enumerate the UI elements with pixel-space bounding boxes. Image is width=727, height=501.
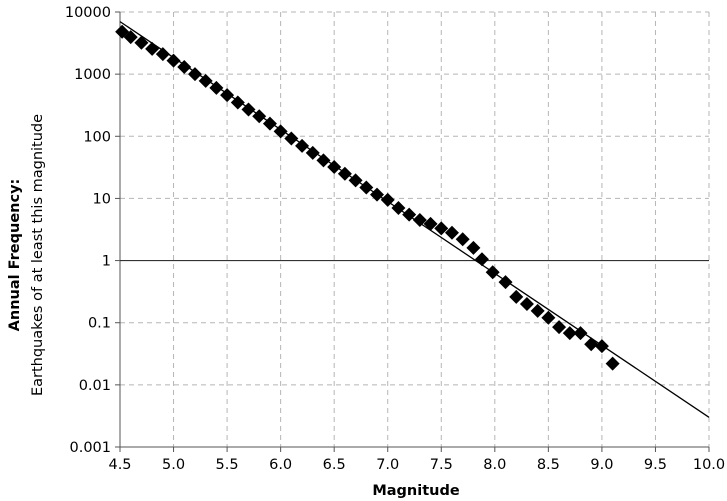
x-tick-label: 5.0	[162, 457, 185, 473]
data-point	[305, 145, 320, 160]
data-point	[485, 265, 500, 280]
data-point	[241, 102, 256, 117]
data-point	[474, 252, 489, 267]
data-point	[466, 240, 481, 255]
data-point	[187, 67, 202, 82]
data-point	[594, 339, 609, 354]
data-point	[123, 30, 138, 45]
y-tick-label: 0.01	[79, 378, 111, 394]
data-point	[198, 73, 213, 88]
x-tick-label: 6.0	[269, 457, 292, 473]
data-point	[337, 166, 352, 181]
y-tick-labels: 10000 1000 100 10 1 0.1 0.01 0.001	[65, 5, 111, 456]
data-point	[284, 131, 299, 146]
data-point	[177, 60, 192, 75]
x-axis-title: Magnitude	[372, 483, 460, 499]
data-point	[423, 216, 438, 231]
data-point	[498, 275, 513, 290]
data-point	[605, 356, 620, 371]
data-point	[573, 326, 588, 341]
data-point	[220, 88, 235, 103]
data-point	[434, 221, 449, 236]
y-tick-label: 1	[102, 254, 111, 270]
data-point	[166, 53, 181, 68]
data-point	[530, 303, 545, 318]
data-point	[402, 207, 417, 222]
x-tick-label: 7.0	[376, 457, 399, 473]
x-tick-label: 9.5	[644, 457, 667, 473]
y-tick-label: 10	[93, 191, 111, 207]
data-point	[348, 173, 363, 188]
data-point	[380, 192, 395, 207]
data-point	[444, 225, 459, 240]
data-point	[145, 41, 160, 56]
y-axis-title: Annual Frequency:	[7, 179, 23, 332]
data-point	[209, 80, 224, 95]
x-tick-label: 7.5	[430, 457, 453, 473]
data-point	[230, 95, 245, 110]
data-point	[134, 35, 149, 50]
data-point	[509, 289, 524, 304]
data-point	[562, 326, 577, 341]
data-point	[552, 320, 567, 335]
data-point	[370, 187, 385, 202]
data-points	[115, 24, 620, 371]
data-point	[295, 138, 310, 153]
data-point	[541, 310, 556, 325]
data-point	[327, 160, 342, 175]
data-point	[262, 116, 277, 131]
y-axis-subtitle: Earthquakes of at least this magnitude	[30, 114, 46, 396]
axes	[115, 11, 710, 452]
x-tick-labels: 4.5 5.0 5.5 6.0 6.5 7.0 7.5 8.0 8.5 9.0 9.5 10.0	[108, 457, 725, 473]
data-point	[519, 297, 534, 312]
x-tick-label: 4.5	[108, 457, 131, 473]
x-tick-label: 6.5	[323, 457, 346, 473]
y-tick-label: 100	[83, 129, 111, 145]
data-point	[155, 47, 170, 62]
y-tick-label: 1000	[74, 67, 111, 83]
data-point	[273, 124, 288, 139]
data-point	[359, 180, 374, 195]
x-tick-label: 10.0	[693, 457, 725, 473]
x-tick-label: 9.0	[590, 457, 613, 473]
data-point	[391, 201, 406, 216]
data-point	[455, 232, 470, 247]
data-point	[412, 212, 427, 227]
y-tick-label: 10000	[65, 5, 111, 21]
y-tick-label: 0.001	[69, 440, 111, 456]
x-tick-label: 8.0	[483, 457, 506, 473]
x-tick-label: 5.5	[216, 457, 239, 473]
data-point	[584, 337, 599, 352]
x-tick-label: 8.5	[537, 457, 560, 473]
data-point	[316, 153, 331, 168]
data-point	[252, 109, 267, 124]
y-tick-label: 0.1	[88, 316, 111, 332]
